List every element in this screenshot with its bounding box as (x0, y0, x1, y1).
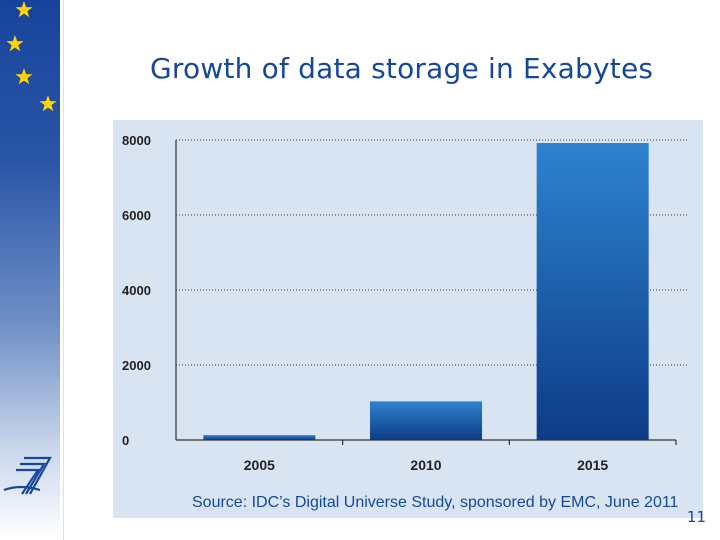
x-tick-label: 2015 (577, 457, 608, 473)
sidebar-divider (63, 0, 64, 540)
bar-2010 (370, 401, 482, 440)
y-tick-label: 4000 (122, 283, 151, 298)
page-number: 11 (686, 508, 706, 526)
sidebar-band (0, 0, 60, 540)
bar-2015 (536, 143, 649, 440)
fp7-logo-icon (3, 456, 52, 495)
star-icon (6, 35, 24, 52)
eu-stars (6, 1, 57, 112)
y-tick-label: 8000 (122, 133, 151, 148)
bar-chart: 0 2000 4000 6000 8000 2005 2010 2015 Source: ID… (122, 133, 688, 511)
bar-2005 (203, 435, 316, 440)
star-icon (15, 68, 33, 85)
x-tick-label: 2010 (410, 457, 441, 473)
x-tick-label: 2005 (244, 457, 275, 473)
y-tick-label: 6000 (122, 208, 151, 223)
star-icon (39, 95, 57, 112)
chart-panel: 0 2000 4000 6000 8000 2005 2010 2015 Source: ID… (113, 120, 703, 518)
star-icon (15, 1, 33, 18)
chart-source-note: Source: IDC’s Digital Universe Study, sp… (192, 494, 679, 511)
y-tick-label: 2000 (122, 358, 151, 373)
slide-title: Growth of data storage in Exabytes (150, 52, 654, 85)
y-tick-label: 0 (122, 433, 129, 448)
